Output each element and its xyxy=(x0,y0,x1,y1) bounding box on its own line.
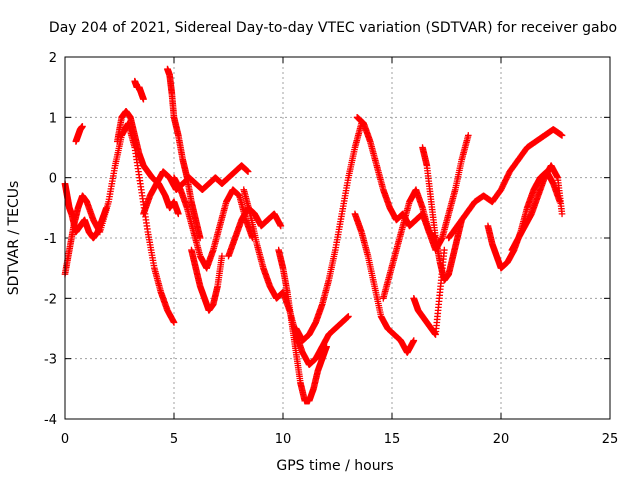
chart-title: Day 204 of 2021, Sidereal Day-to-day VTE… xyxy=(49,20,617,36)
data-point-marker xyxy=(103,204,110,212)
y-axis-label: SDTVAR / TECUs xyxy=(6,181,22,296)
x-tick-label: 15 xyxy=(384,432,401,447)
data-point-marker xyxy=(558,210,566,218)
data-point-marker xyxy=(558,132,566,139)
series-arc-20 xyxy=(484,168,564,272)
series-arc-6 xyxy=(164,65,204,242)
series-arc-12 xyxy=(275,246,330,405)
data-point-marker xyxy=(441,246,448,254)
series-arc-21 xyxy=(508,162,566,254)
data-point-marker xyxy=(277,222,285,230)
y-tick-label: 0 xyxy=(49,172,57,187)
series-arc-2 xyxy=(61,180,110,242)
x-axis-label: GPS time / hours xyxy=(276,458,393,474)
data-point-marker xyxy=(218,252,226,260)
y-tick-label: -4 xyxy=(44,413,57,428)
data-point-marker xyxy=(323,343,330,350)
series-arc-17 xyxy=(410,246,448,338)
series-arc-8 xyxy=(170,174,256,272)
y-tick-label: -2 xyxy=(44,292,57,307)
series-arc-5 xyxy=(131,77,147,103)
y-tick-label: 2 xyxy=(49,51,57,66)
series-arc-15 xyxy=(351,210,418,356)
data-point-marker xyxy=(175,210,182,218)
x-tick-label: 20 xyxy=(493,432,510,447)
x-tick-label: 5 xyxy=(170,432,178,447)
plot-frame xyxy=(64,56,611,420)
x-tick-label: 10 xyxy=(275,432,292,447)
data-series xyxy=(61,65,566,405)
data-point-marker xyxy=(170,319,178,326)
series-arc-9 xyxy=(188,246,226,314)
data-point-marker xyxy=(465,132,472,139)
x-tick-label: 0 xyxy=(61,432,69,447)
x-tick-labels: 0 5 10 15 20 25 xyxy=(61,432,618,447)
data-point-marker xyxy=(196,234,204,242)
series-arc-19 xyxy=(445,126,566,242)
data-point-marker xyxy=(79,123,86,130)
y-tick-labels: -4 -3 -2 -1 0 1 2 xyxy=(44,51,57,428)
data-point-marker xyxy=(244,168,252,175)
data-point-marker xyxy=(140,95,147,103)
y-tick-label: -3 xyxy=(44,353,57,368)
series-arc-3 xyxy=(72,123,86,145)
y-tick-label: -1 xyxy=(44,232,57,247)
data-point-marker xyxy=(345,313,352,320)
series-arc-13 xyxy=(292,120,365,344)
x-tick-label: 25 xyxy=(602,432,619,447)
data-point-marker xyxy=(410,337,418,344)
y-tick-label: 1 xyxy=(49,111,57,126)
series-arc-18 xyxy=(419,144,466,284)
